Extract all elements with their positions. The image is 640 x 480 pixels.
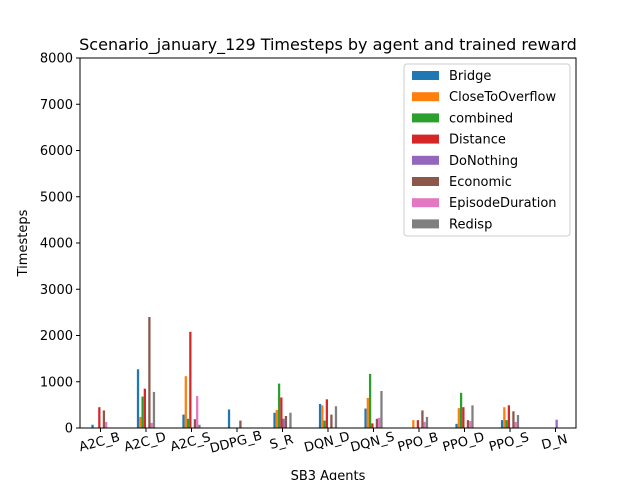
y-tick-label: 6000	[40, 144, 73, 159]
legend-entry-label: DoNothing	[449, 154, 518, 169]
bar	[466, 420, 470, 428]
bar	[182, 414, 185, 428]
bar	[366, 397, 369, 428]
y-axis-label: Timesteps	[16, 209, 31, 277]
bar	[455, 423, 458, 428]
bar	[469, 421, 472, 428]
bar	[503, 407, 506, 428]
bar	[378, 417, 381, 428]
bar	[371, 423, 374, 428]
bar	[284, 415, 288, 428]
bar	[462, 407, 465, 428]
x-tick-label: D_N	[540, 432, 569, 453]
legend-swatch	[412, 71, 439, 80]
bar	[330, 414, 333, 428]
bar	[227, 409, 231, 428]
legend-entry-label: EpisodeDuration	[449, 196, 557, 211]
bar	[148, 317, 151, 428]
y-tick-label: 0	[65, 422, 73, 437]
bar	[416, 420, 420, 428]
y-tick-label: 3000	[40, 283, 73, 298]
legend: Bridge CloseToOverflow combined Distance DoN…	[403, 63, 571, 237]
bar	[152, 391, 156, 428]
legend-swatch	[412, 198, 439, 208]
y-tick-label: 2000	[40, 329, 73, 344]
bar	[412, 420, 415, 428]
bar	[277, 383, 281, 428]
bar	[143, 388, 146, 428]
bar	[423, 421, 426, 428]
bar	[136, 369, 140, 428]
chart-title: Scenario_january_129 Timesteps by agent …	[79, 35, 577, 55]
bar	[425, 416, 429, 428]
x-axis-label: SB3 Agents	[291, 469, 366, 480]
bar	[421, 410, 424, 428]
bar-layer	[91, 317, 558, 428]
legend-swatch	[412, 134, 439, 144]
bar	[321, 405, 324, 428]
bar	[457, 408, 460, 428]
bar	[186, 418, 190, 428]
bar	[507, 405, 511, 428]
bar	[139, 416, 142, 428]
bar	[289, 412, 292, 428]
legend-entry-label: combined	[449, 111, 513, 126]
bar	[459, 392, 463, 428]
y-tick-label: 1000	[40, 375, 73, 390]
bar	[325, 399, 328, 428]
legend-entry-label: CloseToOverflow	[449, 90, 557, 105]
legend-swatch	[412, 92, 439, 102]
bar	[318, 403, 322, 428]
y-tick-label: 5000	[40, 190, 73, 205]
bar	[102, 410, 106, 428]
bar	[323, 420, 326, 428]
bar	[198, 424, 201, 428]
bar	[500, 420, 504, 428]
bar	[368, 373, 372, 428]
x-tick-label: S_R	[268, 432, 295, 453]
bar	[471, 405, 474, 428]
bar	[193, 419, 197, 428]
legend-entry-label: Redisp	[449, 217, 492, 232]
bar	[380, 391, 383, 428]
legend-swatch	[412, 155, 439, 165]
bar	[196, 396, 199, 428]
bar	[189, 331, 192, 428]
bar	[184, 376, 187, 428]
bar	[105, 421, 108, 428]
y-tick-label: 7000	[40, 98, 73, 113]
legend-entry-label: Economic	[449, 175, 512, 190]
bar	[273, 412, 276, 428]
bar	[334, 406, 338, 428]
bar	[555, 419, 558, 428]
bar	[514, 421, 517, 428]
bar	[364, 408, 367, 428]
bar	[375, 418, 379, 428]
bar	[239, 420, 242, 428]
legend-entry-label: Bridge	[449, 69, 491, 84]
y-tick-label: 4000	[40, 237, 73, 252]
bar	[516, 415, 520, 428]
bar	[512, 411, 515, 428]
legend-entry-label: Distance	[449, 133, 506, 148]
legend-swatch	[412, 177, 439, 186]
legend-swatch	[412, 113, 439, 123]
bar	[275, 409, 278, 428]
y-tick-label: 8000	[40, 52, 73, 67]
bar	[141, 396, 144, 428]
legend-box	[403, 63, 571, 237]
bar	[150, 422, 153, 428]
bar	[91, 424, 94, 428]
bar	[280, 397, 283, 428]
bar	[282, 418, 285, 428]
bar	[98, 407, 101, 428]
bar	[505, 420, 508, 428]
y-axis: 0 1000 2000 3000 4000 5000 6000 7000 8000	[40, 52, 80, 437]
legend-swatch	[412, 219, 439, 229]
